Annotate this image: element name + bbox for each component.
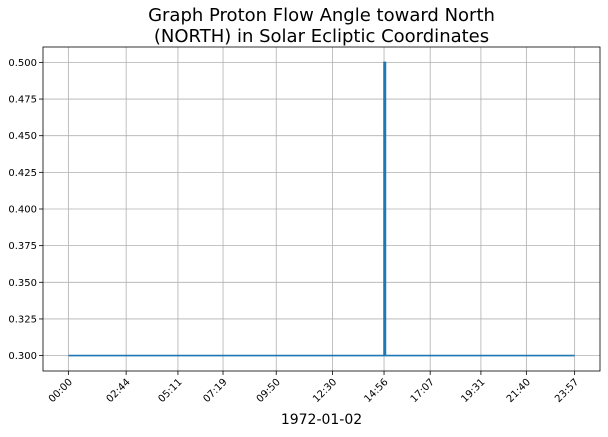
x-tick-label: 00:00 (47, 377, 75, 405)
x-tick-label: 14:56 (363, 377, 391, 405)
series-layer (68, 61, 575, 357)
y-tick-label: 0.325 (8, 314, 37, 325)
y-tick-label: 0.300 (8, 351, 37, 362)
x-tick-label: 05:11 (156, 377, 184, 405)
x-tick-label: 09:50 (255, 377, 283, 405)
y-tick-label: 0.425 (8, 168, 37, 179)
chart-title-line-1: Graph Proton Flow Angle toward North (148, 5, 495, 26)
grid-layer (43, 47, 600, 371)
x-axis-label: 1972-01-02 (281, 412, 362, 428)
y-tick-label: 0.375 (8, 241, 37, 252)
tick-layer: 0.300 0.325 0.350 0.375 0.400 0.425 0.450 0.475… (8, 58, 581, 405)
y-tick-label: 0.500 (8, 58, 37, 69)
y-tick-label: 0.450 (8, 131, 37, 142)
x-tick-label: 12:30 (311, 377, 339, 405)
x-tick-label: 21:40 (505, 377, 533, 405)
y-tick-label: 0.400 (8, 205, 37, 216)
x-tick-label: 23:57 (553, 377, 581, 405)
x-tick-label: 07:19 (202, 377, 230, 405)
x-tick-label: 02:44 (105, 377, 133, 405)
chart-title-line-2: (NORTH) in Solar Ecliptic Coordinates (154, 26, 489, 47)
series-line (68, 61, 575, 357)
y-tick-label: 0.350 (8, 278, 37, 289)
x-tick-label: 19:31 (459, 377, 487, 405)
x-tick-label: 17:07 (409, 377, 437, 405)
y-tick-label: 0.475 (8, 95, 37, 106)
